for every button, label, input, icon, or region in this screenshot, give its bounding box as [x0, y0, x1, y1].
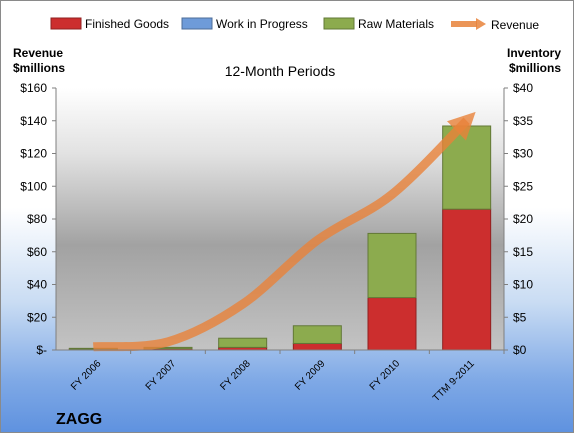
- bar-raw-materials: [292, 325, 342, 344]
- legend-label-raw-materials: Raw Materials: [358, 17, 434, 31]
- legend-label-revenue: Revenue: [491, 18, 539, 32]
- right-tick-label: $40: [513, 81, 533, 95]
- left-tick-label: $100: [20, 179, 47, 193]
- left-tick-label: $60: [27, 245, 47, 259]
- legend-arrow-icon: [476, 18, 486, 30]
- right-tick-label: $5: [513, 310, 527, 324]
- legend-label-finished-goods: Finished Goods: [85, 17, 169, 31]
- x-tick-label: FY 2010: [368, 358, 403, 393]
- bar-finished-goods: [367, 297, 417, 351]
- chart-title: 12-Month Periods: [225, 63, 336, 79]
- left-tick-label: $-: [36, 343, 47, 357]
- revenue-line: [93, 111, 476, 352]
- legend-swatch-finished-goods: [50, 17, 82, 30]
- bar-finished-goods: [442, 208, 492, 351]
- bar-finished-goods: [292, 342, 342, 351]
- right-tick-label: $10: [513, 278, 533, 292]
- x-tick-label: FY 2006: [69, 358, 104, 393]
- left-tick-label: $160: [20, 81, 47, 95]
- right-tick-label: $15: [513, 245, 533, 259]
- right-axis-label-line2: $millions: [509, 61, 561, 75]
- revenue-line-group: [93, 111, 476, 352]
- left-tick-label: $20: [27, 310, 47, 324]
- bar-raw-materials: [218, 337, 268, 348]
- right-axis-label-line1: Inventory: [507, 46, 561, 60]
- x-tick-label: FY 2008: [218, 358, 253, 393]
- bar-raw-materials: [367, 232, 417, 299]
- left-axis-label-line1: Revenue: [13, 46, 63, 60]
- company-label: ZAGG: [56, 411, 102, 428]
- right-tick-label: $20: [513, 212, 533, 226]
- left-tick-label: $40: [27, 278, 47, 292]
- right-tick-label: $30: [513, 147, 533, 161]
- legend: Finished Goods Work in Progress Raw Materi…: [50, 17, 539, 32]
- left-tick-label: $120: [20, 147, 47, 161]
- legend-swatch-work-in-progress: [181, 17, 213, 30]
- right-tick-label: $25: [513, 179, 533, 193]
- right-tick-label: $35: [513, 114, 533, 128]
- left-tick-label: $80: [27, 212, 47, 226]
- legend-label-work-in-progress: Work in Progress: [216, 17, 308, 31]
- left-axis-label-line2: $millions: [13, 61, 65, 75]
- x-tick-label: FY 2007: [144, 358, 179, 393]
- right-tick-label: $0: [513, 343, 527, 357]
- legend-swatch-raw-materials: [323, 17, 355, 30]
- left-tick-label: $140: [20, 114, 47, 128]
- x-tick-label: FY 2009: [293, 358, 328, 393]
- x-tick-label: TTM 9-2011: [431, 358, 477, 404]
- plot-area: [56, 88, 504, 350]
